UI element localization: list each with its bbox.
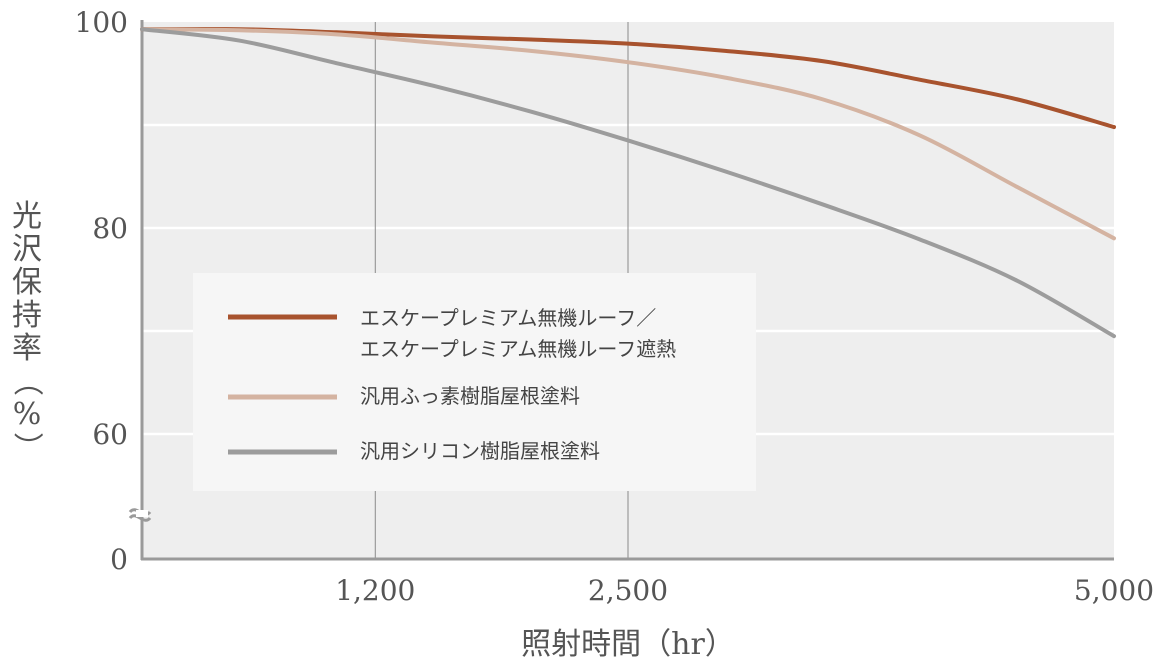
- y-axis-label-char: 保: [12, 265, 42, 300]
- y-axis-label-char: ）: [9, 432, 44, 462]
- legend-label-inorganic-line2: エスケープレミアム無機ルーフ遮熱: [360, 337, 676, 361]
- x-tick-label-1200: 1,200: [335, 574, 415, 607]
- y-tick-label-60: 60: [92, 418, 128, 451]
- series-line-2: [140, 27, 1116, 339]
- legend-label-silicone: 汎用シリコン樹脂屋根塗料: [360, 439, 600, 463]
- y-axis-label-char: 持: [12, 298, 42, 333]
- axis-break-gap: [136, 510, 148, 517]
- y-axis-label-char: 率: [12, 331, 42, 366]
- y-axis-label-char: %: [13, 397, 42, 432]
- x-tick-labels: 1,200 2,500 5,000: [335, 574, 1154, 607]
- legend-label-fluorine: 汎用ふっ素樹脂屋根塗料: [360, 384, 580, 408]
- y-tick-label-100: 100: [75, 6, 128, 39]
- x-tick-label-5000: 5,000: [1074, 574, 1154, 607]
- y-tick-labels: 100 80 60 0: [75, 6, 128, 576]
- series-lines: [140, 26, 1116, 339]
- legend-box: [193, 273, 756, 491]
- x-axis-label: 照射時間（hr）: [521, 627, 735, 662]
- series-line-1: [140, 27, 1116, 241]
- y-axis-label-char: 沢: [12, 232, 42, 267]
- legend-label-inorganic-line1: エスケープレミアム無機ルーフ／: [360, 306, 656, 330]
- y-tick-label-80: 80: [92, 212, 128, 245]
- x-tick-label-2500: 2,500: [588, 574, 668, 607]
- y-tick-label-0: 0: [110, 543, 128, 576]
- y-axis-label-char: （: [9, 366, 44, 396]
- y-axis-label-char: 光: [12, 199, 42, 234]
